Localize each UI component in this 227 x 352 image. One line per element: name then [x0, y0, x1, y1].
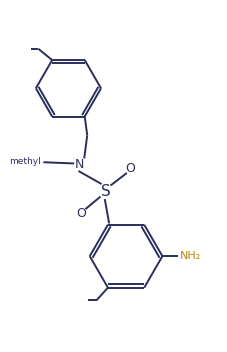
- Text: NH₂: NH₂: [180, 251, 201, 261]
- Text: N: N: [75, 158, 84, 171]
- Text: O: O: [125, 162, 135, 175]
- Text: methyl: methyl: [10, 157, 41, 166]
- Text: O: O: [76, 207, 86, 220]
- Text: S: S: [101, 183, 111, 199]
